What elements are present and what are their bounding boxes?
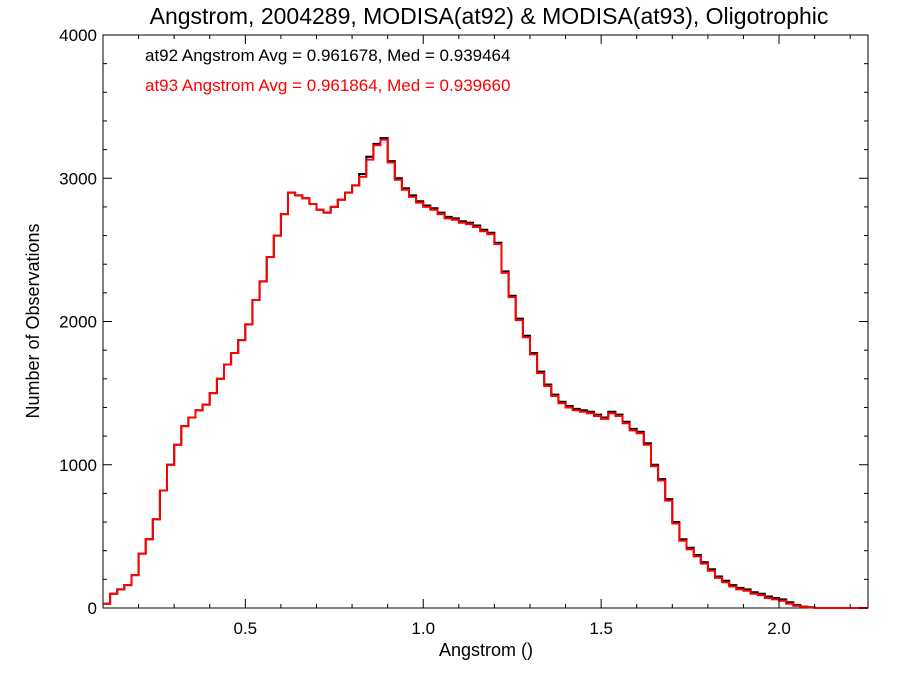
y-tick-label: 0 xyxy=(88,599,97,618)
plot-frame xyxy=(102,34,869,609)
x-tick-label: 2.0 xyxy=(767,619,791,638)
y-tick-label: 3000 xyxy=(59,169,97,188)
plot-area: 0.5 1.0 1.5 2.0 0 1000 2000 3000 4000 xyxy=(59,26,869,638)
x-tick-label: 0.5 xyxy=(234,619,258,638)
x-axis-label: Angstrom () xyxy=(439,640,533,660)
y-tick-label: 2000 xyxy=(59,313,97,332)
series-at93 xyxy=(103,138,868,609)
tick-layer: 0.5 1.0 1.5 2.0 0 1000 2000 3000 4000 xyxy=(59,26,868,638)
x-tick-label: 1.0 xyxy=(411,619,435,638)
chart-title: Angstrom, 2004289, MODISA(at92) & MODISA… xyxy=(150,3,829,29)
y-tick-label: 1000 xyxy=(59,456,97,475)
y-tick-label: 4000 xyxy=(59,26,97,45)
series-at92 xyxy=(103,137,868,609)
series-layer xyxy=(103,137,868,609)
y-axis-label: Number of Observations xyxy=(23,223,43,418)
x-tick-label: 1.5 xyxy=(589,619,613,638)
legend-at92: at92 Angstrom Avg = 0.961678, Med = 0.93… xyxy=(145,46,510,65)
legend-at93: at93 Angstrom Avg = 0.961864, Med = 0.93… xyxy=(145,76,510,95)
